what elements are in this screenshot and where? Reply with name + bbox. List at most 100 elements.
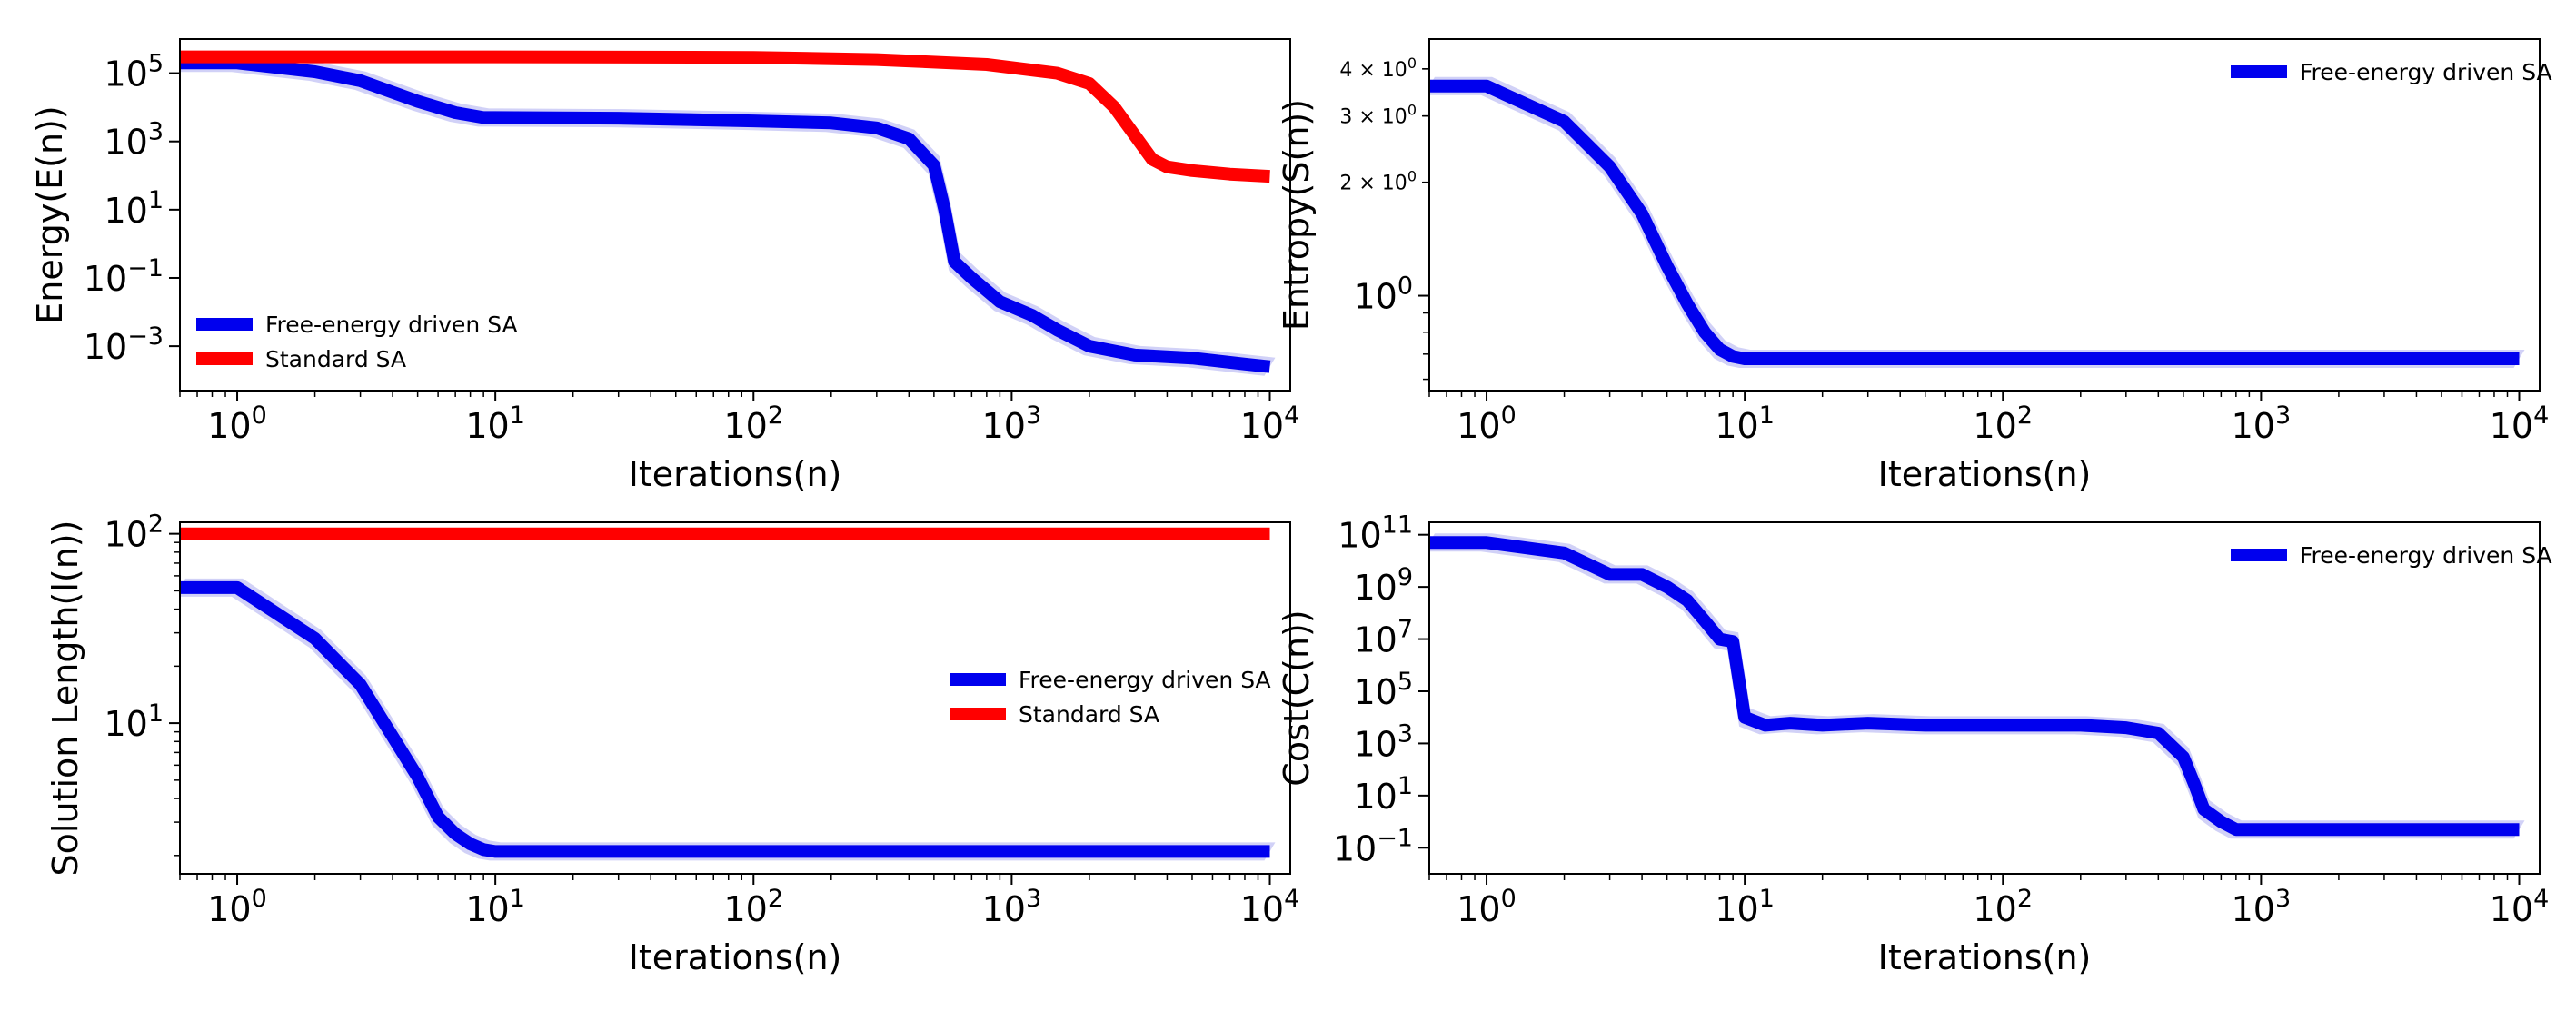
- series-line-0: [1429, 79, 2520, 365]
- x-tick-label-0-base: 10: [207, 406, 251, 446]
- x-tick-label-1-exponent: 1: [1759, 401, 1775, 430]
- y-tick-label-1-base: 10: [104, 704, 147, 744]
- y-tick-label-0: 1011: [1338, 511, 1413, 556]
- y-tick-label-2: 101: [104, 186, 164, 231]
- y-tick-label-0-exponent: 2: [148, 510, 164, 539]
- cost-plot: 100 101 102 103 104101110910710510310110−1It…: [1277, 511, 2552, 977]
- legend: Free-energy driven SA: [2231, 59, 2552, 85]
- y-tick-label-0-base: 10: [104, 55, 147, 94]
- plot-area: [180, 50, 1276, 376]
- x-tick-label-1-base: 10: [465, 406, 509, 446]
- y-tick-label-4-exponent: 3: [1397, 719, 1413, 748]
- x-tick-label-1-exponent: 1: [1759, 885, 1775, 913]
- x-tick-label-4-exponent: 4: [1284, 401, 1299, 430]
- x-tick-label-0-base: 10: [1457, 889, 1500, 929]
- x-tick-label-1: 101: [1715, 885, 1775, 929]
- x-tick-label-1-base: 10: [1715, 889, 1758, 929]
- x-tick-label-0-base: 10: [1457, 406, 1500, 446]
- x-tick-label-3: 103: [2232, 401, 2292, 446]
- y-tick-label-1: 103: [104, 118, 164, 163]
- x-tick-label-4-base: 10: [2490, 889, 2533, 929]
- y-tick-label-1-base: 10: [1353, 568, 1397, 608]
- axes-frame: [1428, 38, 2541, 392]
- y-minor-tick-label-1-exponent: 0: [1407, 102, 1417, 119]
- x-tick-label-4: 104: [1240, 885, 1300, 929]
- x-tick-label-3-base: 10: [2232, 889, 2275, 929]
- x-tick-label-2-exponent: 2: [768, 885, 783, 913]
- axes-frame: [179, 38, 1291, 392]
- x-tick-label-2: 102: [723, 401, 783, 446]
- axes-frame: [179, 521, 1291, 875]
- y-axis-label: Cost(C(n)): [1277, 610, 1317, 786]
- x-tick-label-0-exponent: 0: [252, 401, 267, 430]
- x-tick-label-1: 101: [1715, 401, 1775, 446]
- y-minor-tick-label-2: 2 × 100: [1339, 168, 1417, 195]
- y-tick-label-1: 109: [1353, 563, 1413, 608]
- y-tick-label-2: 107: [1353, 616, 1413, 660]
- x-tick-label-2: 102: [1973, 401, 2033, 446]
- y-tick-label-0-exponent: 0: [1397, 273, 1413, 301]
- y-minor-tick-label-0-base: 4 × 10: [1339, 59, 1407, 82]
- x-tick-label-2-base: 10: [723, 406, 767, 446]
- y-tick-label-1-exponent: 9: [1397, 563, 1413, 591]
- x-tick-label-3-exponent: 3: [2275, 885, 2291, 913]
- x-tick-label-0: 100: [1457, 401, 1517, 446]
- y-tick-label-0: 102: [104, 510, 164, 555]
- x-tick-label-3: 103: [982, 885, 1042, 929]
- x-axis-label: Iterations(n): [629, 454, 842, 494]
- x-tick-label-4-base: 10: [2490, 406, 2533, 446]
- x-tick-label-2: 102: [723, 885, 783, 929]
- axes-frame: [1428, 521, 2541, 875]
- x-tick-label-3-base: 10: [982, 406, 1026, 446]
- y-tick-label-3: 10−1: [84, 254, 164, 299]
- x-tick-label-2-base: 10: [1973, 889, 2016, 929]
- y-tick-label-0-base: 10: [1338, 516, 1381, 556]
- y-tick-label-2-exponent: 7: [1397, 616, 1413, 644]
- x-tick-label-4: 104: [1240, 401, 1300, 446]
- x-tick-label-0-exponent: 0: [1501, 885, 1517, 913]
- y-tick-label-2-base: 10: [1353, 620, 1397, 660]
- y-tick-label-0-base: 10: [1353, 277, 1397, 317]
- energy-plot: 100 101 102 103 10410510310110−110−3Iteratio…: [30, 38, 1300, 494]
- x-tick-label-3: 103: [982, 401, 1042, 446]
- y-tick-label-4-base: 10: [84, 327, 127, 367]
- x-tick-label-4-base: 10: [1240, 889, 1284, 929]
- x-tick-label-1-exponent: 1: [510, 401, 525, 430]
- legend-label-0: Free-energy driven SA: [2300, 59, 2552, 85]
- x-tick-label-0-base: 10: [207, 889, 251, 929]
- y-tick-label-3: 105: [1353, 668, 1413, 712]
- x-tick-label-0-exponent: 0: [252, 885, 267, 913]
- y-tick-label-3-base: 10: [84, 259, 127, 299]
- plot-area: [1429, 533, 2525, 839]
- plot-area: [180, 527, 1276, 861]
- x-axis-label: Iterations(n): [1878, 937, 2092, 977]
- x-tick-label-0-exponent: 0: [1501, 401, 1517, 430]
- x-tick-label-2-exponent: 2: [2017, 885, 2033, 913]
- x-tick-label-4: 104: [2490, 401, 2550, 446]
- x-axis-label: Iterations(n): [629, 937, 842, 977]
- y-tick-label-5-base: 10: [1353, 777, 1397, 817]
- y-tick-label-4: 103: [1353, 719, 1413, 764]
- legend-label-0: Free-energy driven SA: [1019, 667, 1271, 693]
- y-tick-label-6-base: 10: [1333, 828, 1377, 868]
- x-tick-label-3-base: 10: [982, 889, 1026, 929]
- x-tick-label-4-exponent: 4: [2533, 885, 2549, 913]
- y-tick-label-2-base: 10: [104, 191, 147, 231]
- legend: Free-energy driven SA Standard SA: [950, 667, 1271, 728]
- y-tick-label-1-base: 10: [104, 123, 147, 163]
- y-axis-label: Entropy(S(n)): [1277, 99, 1317, 331]
- x-tick-label-3-exponent: 3: [1026, 885, 1041, 913]
- series-line-0: [180, 56, 1271, 373]
- y-tick-label-3-base: 10: [1353, 672, 1397, 712]
- plot-area: [1429, 76, 2525, 368]
- y-tick-label-0-exponent: 5: [148, 50, 164, 78]
- series-line-0: [180, 580, 1270, 858]
- x-tick-label-4-base: 10: [1240, 406, 1284, 446]
- y-minor-tick-label-2-exponent: 0: [1407, 168, 1417, 185]
- y-tick-label-5: 101: [1353, 772, 1413, 817]
- y-minor-tick-label-0-exponent: 0: [1407, 55, 1417, 72]
- y-tick-label-0-exponent: 11: [1382, 511, 1413, 540]
- x-tick-label-0: 100: [207, 885, 267, 929]
- y-minor-tick-label-2-base: 2 × 10: [1339, 173, 1407, 195]
